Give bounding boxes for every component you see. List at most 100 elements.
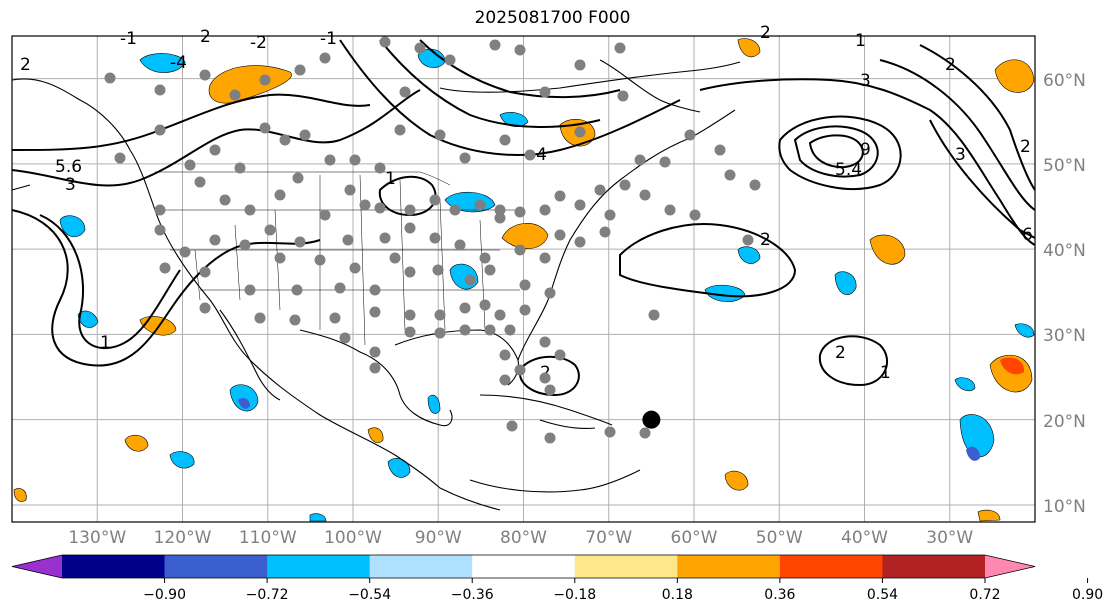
observation-dot (544, 432, 556, 444)
contour-label: 1 (385, 169, 396, 189)
observation-dot (404, 222, 416, 234)
observation-dot (459, 302, 471, 314)
observation-dot (179, 246, 191, 258)
storm-center-marker (642, 410, 661, 429)
observation-dot (519, 304, 531, 316)
observation-dot (474, 199, 486, 211)
contour-label: 1 (880, 363, 891, 383)
observation-dot (342, 234, 354, 246)
longitude-tick-label: 90°W (414, 528, 462, 548)
observation-dot (539, 204, 551, 216)
observation-dot (314, 254, 326, 266)
colorbar-segment (164, 555, 268, 578)
positive-anomaly (124, 434, 149, 452)
observation-dot (574, 199, 586, 211)
colorbar-tick-label: −0.90 (143, 587, 186, 603)
longitude-tick-label: 130°W (68, 528, 127, 548)
observation-dot (499, 349, 511, 361)
negative-anomaly (1014, 323, 1035, 338)
colorbar (11, 554, 1089, 583)
observation-dot (154, 204, 166, 216)
contour-label: 5.4 (835, 160, 862, 180)
observation-dot (154, 224, 166, 236)
observation-dot (574, 59, 586, 71)
contour-label: 1 (100, 333, 111, 353)
latitude-tick-label: 30°N (1043, 326, 1086, 347)
contour-label: -1 (120, 29, 137, 49)
negative-anomaly (737, 246, 761, 264)
observation-dot (514, 206, 526, 218)
observation-dot (742, 234, 754, 246)
observation-dot (449, 204, 461, 216)
observation-dot (539, 252, 551, 264)
negative-anomaly (834, 271, 857, 295)
colorbar-segment (472, 555, 576, 578)
contour-label: -1 (320, 29, 337, 49)
contour-label: 3 (65, 175, 76, 195)
observation-dot (494, 204, 506, 216)
contour-label: 2 (760, 230, 771, 250)
observation-dot (379, 36, 391, 48)
observation-dot (349, 262, 361, 274)
observation-dot (639, 427, 651, 439)
observation-dot (617, 90, 629, 102)
observation-dot (184, 159, 196, 171)
observation-dot (229, 89, 241, 101)
observation-dot (344, 184, 356, 196)
negative-anomaly (959, 414, 995, 458)
negative-anomaly (139, 53, 186, 73)
longitude-tick-label: 30°W (926, 528, 974, 548)
observation-dot (319, 209, 331, 221)
negative-anomaly (954, 377, 976, 392)
positive-anomaly (367, 427, 384, 443)
observation-dot (199, 266, 211, 278)
observation-dot (194, 176, 206, 188)
colorbar-tick-label: 0.18 (661, 587, 693, 603)
positive-anomaly (1000, 357, 1025, 375)
observation-dot (369, 346, 381, 358)
negative-anomaly (309, 513, 327, 522)
observation-dot (254, 312, 266, 324)
map-title: 2025081700 F000 (474, 8, 631, 28)
colorbar-segment (369, 555, 473, 578)
observation-dot (454, 239, 466, 251)
colorbar-outline (11, 554, 1036, 579)
observation-dot (594, 184, 606, 196)
latitude-tick-label: 10°N (1043, 496, 1086, 517)
latitude-tick-label: 60°N (1043, 70, 1086, 91)
positive-anomaly (13, 488, 27, 502)
observation-dot (324, 154, 336, 166)
observation-dot (334, 282, 346, 294)
contour-label: 2 (835, 343, 846, 363)
negative-anomaly (77, 310, 99, 328)
colorbar-segment (882, 555, 986, 578)
observation-dot (394, 124, 406, 136)
contour-label: -4 (530, 145, 547, 165)
observation-dot (404, 266, 416, 278)
observation-dot (554, 229, 566, 241)
longitude-tick-label: 80°W (500, 528, 547, 548)
observation-dot (154, 84, 166, 96)
positive-anomaly (724, 470, 749, 491)
colorbar-segment (677, 555, 781, 578)
observation-dot (291, 284, 303, 296)
observation-dot (514, 364, 526, 376)
observation-dot (524, 149, 536, 161)
contour-label: -2 (250, 33, 267, 53)
contour-label: 5.6 (55, 157, 82, 177)
colorbar-min-arrow (12, 555, 62, 578)
colorbar-tick-label: −0.72 (245, 587, 289, 603)
longitude-tick-label: 120°W (153, 528, 212, 548)
observation-dot (434, 129, 446, 141)
observation-dot (274, 189, 286, 201)
observation-dot (499, 374, 511, 386)
negative-anomaly (427, 394, 441, 414)
observation-dot (479, 299, 491, 311)
observation-dot (339, 332, 351, 344)
observation-dot (319, 52, 331, 64)
contour-label: 6 (1022, 225, 1033, 245)
map-frame (11, 35, 1036, 523)
observation-dot (664, 204, 676, 216)
